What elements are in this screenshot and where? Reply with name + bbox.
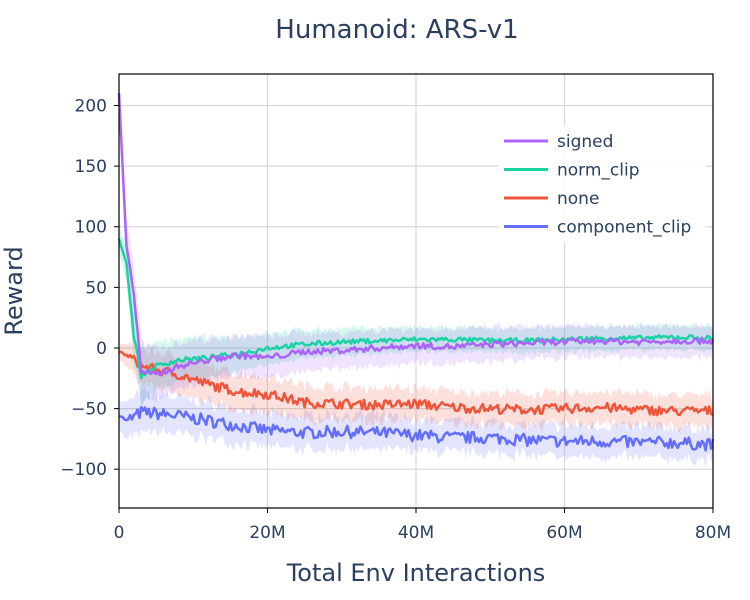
band-norm_clip bbox=[119, 225, 713, 407]
line-component_clip bbox=[118, 405, 715, 452]
y-axis-title: Reward bbox=[0, 246, 28, 335]
legend-label: norm_clip bbox=[557, 161, 640, 181]
y-axis-ticks: 200 150 100 50 0 −50 −100 bbox=[60, 97, 119, 480]
y-tick-label: 50 bbox=[85, 278, 107, 298]
x-tick-label: 20M bbox=[249, 523, 285, 543]
band-component_clip bbox=[119, 384, 713, 468]
x-tick-label: 60M bbox=[546, 523, 582, 543]
legend-label: none bbox=[557, 189, 599, 209]
x-tick-label: 80M bbox=[695, 523, 731, 543]
y-tick-label: 150 bbox=[75, 157, 107, 177]
y-tick-label: 200 bbox=[75, 97, 107, 117]
x-axis-title: Total Env Interactions bbox=[286, 559, 546, 587]
legend-label: signed bbox=[557, 132, 613, 152]
band-none bbox=[119, 339, 713, 433]
legend-item-signed[interactable]: signed bbox=[504, 132, 613, 152]
y-tick-label: −100 bbox=[60, 460, 107, 480]
x-tick-label: 40M bbox=[398, 523, 434, 543]
x-axis-ticks: 0 20M 40M 60M 80M bbox=[114, 508, 731, 543]
x-tick-label: 0 bbox=[114, 523, 125, 543]
legend-item-none[interactable]: none bbox=[504, 189, 599, 209]
y-tick-label: −50 bbox=[71, 400, 107, 420]
y-tick-label: 100 bbox=[75, 218, 107, 238]
series-lines bbox=[117, 93, 715, 452]
legend-item-component_clip[interactable]: component_clip bbox=[504, 218, 691, 238]
y-tick-label: 0 bbox=[96, 339, 107, 359]
line-none bbox=[118, 350, 714, 417]
line-signed bbox=[117, 93, 715, 377]
legend-background bbox=[498, 125, 706, 243]
chart-title: Humanoid: ARS-v1 bbox=[275, 15, 518, 45]
legend-item-norm_clip[interactable]: norm_clip bbox=[504, 161, 640, 181]
legend-label: component_clip bbox=[557, 218, 691, 238]
